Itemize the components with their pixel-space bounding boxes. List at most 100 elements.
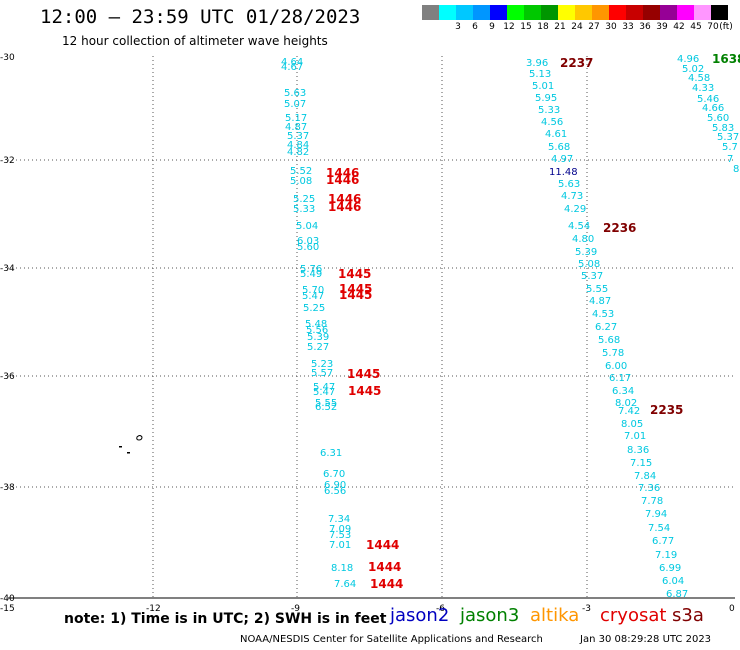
legend-label: 21: [554, 22, 566, 32]
time-label: 1445: [339, 288, 372, 302]
legend-swatch: [626, 5, 643, 20]
wave-height-label: 4.66: [702, 103, 724, 114]
legend-label: 30: [605, 22, 617, 32]
wave-height-label: 7.84: [634, 471, 656, 482]
wave-height-label: 6.00: [605, 361, 627, 372]
legend-swatch: [609, 5, 626, 20]
wave-height-label: 6.52: [315, 402, 337, 413]
wave-height-label: 5.63: [558, 179, 580, 190]
wave-height-label: 4.61: [545, 129, 567, 140]
lat-tick-label: -34: [0, 264, 15, 274]
wave-height-label: 7.64: [334, 579, 356, 590]
lat-tick-label: -32: [0, 156, 15, 166]
wave-height-label: 5.83: [712, 123, 734, 134]
wave-height-label: 5.46: [697, 94, 719, 105]
wave-height-label: 4.73: [561, 191, 583, 202]
wave-height-label: 5.55: [586, 284, 608, 295]
wave-height-label: 7.53: [329, 530, 351, 541]
island-outline: [136, 435, 143, 441]
wave-height-label: 5.63: [284, 88, 306, 99]
wave-height-label: 5.33: [538, 105, 560, 116]
legend-swatch: [558, 5, 575, 20]
lat-tick-label: -30: [0, 53, 15, 63]
satellite-altika: altika: [530, 605, 580, 626]
wave-height-label: 4.84: [287, 140, 309, 151]
wave-height-label: 5.47: [313, 382, 335, 393]
legend-label: 6: [472, 22, 478, 32]
wave-height-label: 6.03: [297, 236, 319, 247]
time-label: 2237: [560, 56, 593, 70]
page-subtitle: 12 hour collection of altimeter wave hei…: [62, 34, 328, 48]
legend-label: 24: [571, 22, 583, 32]
wave-height-label: 5.39: [307, 332, 329, 343]
wave-height-label: 4.33: [692, 83, 714, 94]
satellite-jason3: jason3: [460, 605, 520, 626]
wave-height-label: 4.82: [287, 147, 309, 158]
wave-height-label: 7.36: [638, 483, 660, 494]
legend-label: 42: [673, 22, 685, 32]
satellite-jason2: jason2: [390, 605, 450, 626]
wave-height-label: 5.68: [598, 335, 620, 346]
wave-height-label: 5.27: [307, 342, 329, 353]
wave-height-label: 7.19: [655, 550, 677, 561]
legend-swatch: [490, 5, 507, 20]
page-title: 12:00 – 23:59 UTC 01/28/2023: [40, 6, 361, 28]
wave-height-label: 5.76: [300, 264, 322, 275]
legend-swatch: [711, 5, 728, 20]
wave-height-label: 4.53: [592, 309, 614, 320]
wave-height-label: 3.96: [526, 58, 548, 69]
time-label: 1446: [326, 173, 359, 187]
wave-height-label: 5.33: [293, 204, 315, 215]
legend-label: 9: [489, 22, 495, 32]
wave-height-label: 5.55: [315, 398, 337, 409]
wave-height-label: 5.37: [581, 271, 603, 282]
time-label: 1444: [368, 560, 401, 574]
legend-label: 12: [503, 22, 515, 32]
wave-height-label: 5.49: [300, 269, 322, 280]
wave-height-label: 5.95: [535, 93, 557, 104]
wave-height-label: 5.68: [548, 142, 570, 153]
wave-height-label: 5.78: [602, 348, 624, 359]
legend-label: 3: [455, 22, 461, 32]
wave-height-label: 8: [733, 164, 739, 175]
footer-credit: NOAA/NESDIS Center for Satellite Applica…: [240, 634, 543, 645]
wave-height-label: 5.04: [296, 221, 318, 232]
wave-height-label: 7.01: [624, 431, 646, 442]
island-outline: [127, 452, 130, 454]
legend-swatch: [473, 5, 490, 20]
wave-height-label: 5.7: [722, 142, 738, 153]
wave-height-label: 5.48: [305, 319, 327, 330]
legend-unit: (ft): [719, 22, 733, 32]
time-label: 1444: [370, 577, 403, 591]
wave-height-label: 5.25: [293, 194, 315, 205]
wave-height-label: 6.27: [595, 322, 617, 333]
wave-height-label: 5.47: [302, 291, 324, 302]
time-label: 1638: [712, 52, 740, 66]
legend-swatch: [422, 5, 439, 20]
time-label: 1445: [338, 267, 371, 281]
lon-tick-label: -3: [582, 604, 591, 614]
lat-tick-label: -40: [0, 594, 15, 604]
wave-height-label: 7.78: [641, 496, 663, 507]
wave-height-label: 5.37: [287, 131, 309, 142]
time-label: 1446: [328, 200, 361, 214]
legend-label: 39: [656, 22, 668, 32]
time-label: 2236: [603, 221, 636, 235]
legend-swatch: [456, 5, 473, 20]
legend-swatch: [694, 5, 711, 20]
time-label: 1444: [366, 538, 399, 552]
wave-height-label: 5.07: [284, 99, 306, 110]
wave-height-label: 5.60: [707, 113, 729, 124]
wave-height-label: 5.13: [529, 69, 551, 80]
wave-height-label: 5.47: [313, 387, 335, 398]
wave-height-label: 4.58: [688, 73, 710, 84]
wave-height-label: 6.99: [659, 563, 681, 574]
lon-tick-label: -9: [291, 604, 300, 614]
lat-tick-label: -36: [0, 372, 15, 382]
wave-height-label: 7.15: [630, 458, 652, 469]
time-label: 1446: [326, 166, 359, 180]
legend-swatch: [541, 5, 558, 20]
island-outline: [119, 446, 122, 448]
wave-height-label: 4.87: [589, 296, 611, 307]
